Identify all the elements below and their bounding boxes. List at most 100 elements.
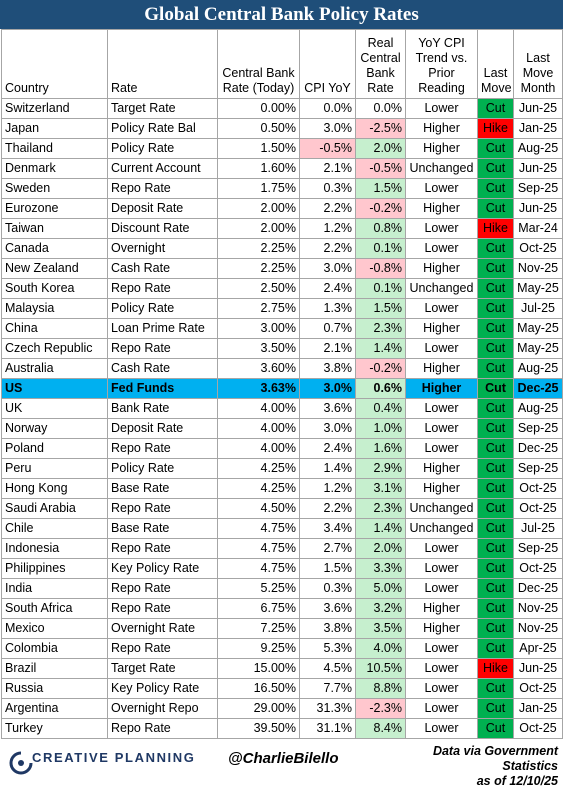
cell-last-move: Cut bbox=[477, 238, 514, 259]
cell-rate-name: Repo Rate bbox=[107, 178, 218, 199]
cell-rate-name: Overnight bbox=[107, 238, 218, 259]
cell-cpi-yoy: 1.5% bbox=[299, 558, 356, 579]
footer: CREATIVE PLANNING @CharlieBilello Data v… bbox=[0, 744, 563, 788]
cell-cpi-yoy: 0.0% bbox=[299, 98, 356, 119]
cell-rate-name: Repo Rate bbox=[107, 438, 218, 459]
cell-country: Sweden bbox=[1, 178, 108, 199]
cell-last-move-month: Dec-25 bbox=[513, 378, 563, 399]
cell-cpi-trend: Lower bbox=[405, 678, 478, 699]
cell-rate-name: Policy Rate bbox=[107, 138, 218, 159]
cell-central-bank-rate: 3.63% bbox=[217, 378, 300, 399]
cell-country: India bbox=[1, 578, 108, 599]
cell-country: Canada bbox=[1, 238, 108, 259]
cell-rate-name: Cash Rate bbox=[107, 358, 218, 379]
cell-last-move-month: Oct-25 bbox=[513, 498, 563, 519]
cell-rate-name: Repo Rate bbox=[107, 598, 218, 619]
cell-country: Norway bbox=[1, 418, 108, 439]
cell-rate-name: Base Rate bbox=[107, 518, 218, 539]
table-row: South Africa Repo Rate 6.75% 3.6% 3.2% Higher… bbox=[1, 598, 563, 619]
cell-rate-name: Policy Rate bbox=[107, 458, 218, 479]
cell-last-move-month: Jan-25 bbox=[513, 698, 563, 719]
cell-cpi-trend: Lower bbox=[405, 298, 478, 319]
cell-last-move: Cut bbox=[477, 358, 514, 379]
source-line-2: as of 12/10/25 bbox=[476, 774, 558, 788]
table-row: Argentina Overnight Repo 29.00% 31.3% -2.3% L… bbox=[1, 698, 563, 719]
cell-cpi-yoy: 1.2% bbox=[299, 218, 356, 239]
cell-cpi-trend: Higher bbox=[405, 598, 478, 619]
cell-cpi-trend: Lower bbox=[405, 538, 478, 559]
cell-last-move-month: Aug-25 bbox=[513, 358, 563, 379]
cell-last-move-month: Jun-25 bbox=[513, 658, 563, 679]
cell-cpi-yoy: 3.4% bbox=[299, 518, 356, 539]
cell-central-bank-rate: 6.75% bbox=[217, 598, 300, 619]
cell-last-move: Cut bbox=[477, 178, 514, 199]
cell-cpi-yoy: 3.0% bbox=[299, 378, 356, 399]
cell-central-bank-rate: 2.00% bbox=[217, 198, 300, 219]
cell-cpi-trend: Lower bbox=[405, 398, 478, 419]
cell-last-move-month: Jan-25 bbox=[513, 118, 563, 139]
col-header-cpi-trend: YoY CPI Trend vs. Prior Reading bbox=[405, 29, 478, 99]
cell-real-rate: 1.0% bbox=[355, 418, 406, 439]
cell-cpi-trend: Unchanged bbox=[405, 278, 478, 299]
cell-real-rate: 5.0% bbox=[355, 578, 406, 599]
cell-cpi-yoy: 0.7% bbox=[299, 318, 356, 339]
cell-cpi-trend: Lower bbox=[405, 418, 478, 439]
cell-last-move: Cut bbox=[477, 98, 514, 119]
cell-cpi-yoy: 2.2% bbox=[299, 498, 356, 519]
cell-cpi-trend: Higher bbox=[405, 318, 478, 339]
cell-last-move: Cut bbox=[477, 558, 514, 579]
cell-country: Poland bbox=[1, 438, 108, 459]
cell-cpi-trend: Unchanged bbox=[405, 518, 478, 539]
cell-central-bank-rate: 2.25% bbox=[217, 238, 300, 259]
cell-last-move: Cut bbox=[477, 578, 514, 599]
table-row: Saudi Arabia Repo Rate 4.50% 2.2% 2.3% Unchan… bbox=[1, 498, 563, 519]
cell-cpi-trend: Higher bbox=[405, 618, 478, 639]
cell-real-rate: 1.5% bbox=[355, 178, 406, 199]
cell-rate-name: Policy Rate Bal bbox=[107, 118, 218, 139]
table-row: Turkey Repo Rate 39.50% 31.1% 8.4% Lower Cut Oc… bbox=[1, 718, 563, 739]
table-row: Poland Repo Rate 4.00% 2.4% 1.6% Lower Cut Dec-… bbox=[1, 438, 563, 459]
table-row: Philippines Key Policy Rate 4.75% 1.5% 3.3% L… bbox=[1, 558, 563, 579]
cell-last-move: Hike bbox=[477, 218, 514, 239]
cell-last-move-month: Sep-25 bbox=[513, 178, 563, 199]
table-row: Australia Cash Rate 3.60% 3.8% -0.2% Higher Cu… bbox=[1, 358, 563, 379]
cell-central-bank-rate: 2.00% bbox=[217, 218, 300, 239]
cell-country: Japan bbox=[1, 118, 108, 139]
col-header-last-move-month: Last Move Month bbox=[513, 29, 563, 99]
cell-last-move: Cut bbox=[477, 638, 514, 659]
cell-rate-name: Overnight Rate bbox=[107, 618, 218, 639]
cell-rate-name: Bank Rate bbox=[107, 398, 218, 419]
cell-cpi-trend: Lower bbox=[405, 238, 478, 259]
cell-cpi-trend: Higher bbox=[405, 118, 478, 139]
cell-cpi-yoy: 3.6% bbox=[299, 398, 356, 419]
cell-cpi-yoy: 31.1% bbox=[299, 718, 356, 739]
cell-cpi-trend: Lower bbox=[405, 218, 478, 239]
cell-last-move-month: Sep-25 bbox=[513, 418, 563, 439]
cell-country: Saudi Arabia bbox=[1, 498, 108, 519]
cell-cpi-trend: Lower bbox=[405, 658, 478, 679]
cell-last-move-month: Dec-25 bbox=[513, 578, 563, 599]
cell-central-bank-rate: 3.60% bbox=[217, 358, 300, 379]
cell-cpi-yoy: 3.8% bbox=[299, 618, 356, 639]
cell-rate-name: Discount Rate bbox=[107, 218, 218, 239]
cell-cpi-yoy: 5.3% bbox=[299, 638, 356, 659]
table-row: US Fed Funds 3.63% 3.0% 0.6% Higher Cut Dec-25 bbox=[1, 378, 563, 399]
logo-text: CREATIVE PLANNING bbox=[32, 750, 196, 765]
cell-country: Russia bbox=[1, 678, 108, 699]
cell-real-rate: 2.3% bbox=[355, 498, 406, 519]
cell-country: Switzerland bbox=[1, 98, 108, 119]
author-handle: @CharlieBilello bbox=[228, 750, 339, 767]
cell-last-move: Cut bbox=[477, 718, 514, 739]
table-row: Canada Overnight 2.25% 2.2% 0.1% Lower Cut Oct-… bbox=[1, 238, 563, 259]
cell-country: Argentina bbox=[1, 698, 108, 719]
cell-real-rate: 0.6% bbox=[355, 378, 406, 399]
cell-rate-name: Current Account bbox=[107, 158, 218, 179]
cell-last-move-month: May-25 bbox=[513, 338, 563, 359]
cell-central-bank-rate: 4.75% bbox=[217, 538, 300, 559]
col-header-real-rate: Real Central Bank Rate bbox=[355, 29, 406, 99]
table-row: Colombia Repo Rate 9.25% 5.3% 4.0% Lower Cut Ap… bbox=[1, 638, 563, 659]
cell-country: UK bbox=[1, 398, 108, 419]
cell-rate-name: Deposit Rate bbox=[107, 418, 218, 439]
cell-rate-name: Repo Rate bbox=[107, 718, 218, 739]
cell-central-bank-rate: 1.50% bbox=[217, 138, 300, 159]
